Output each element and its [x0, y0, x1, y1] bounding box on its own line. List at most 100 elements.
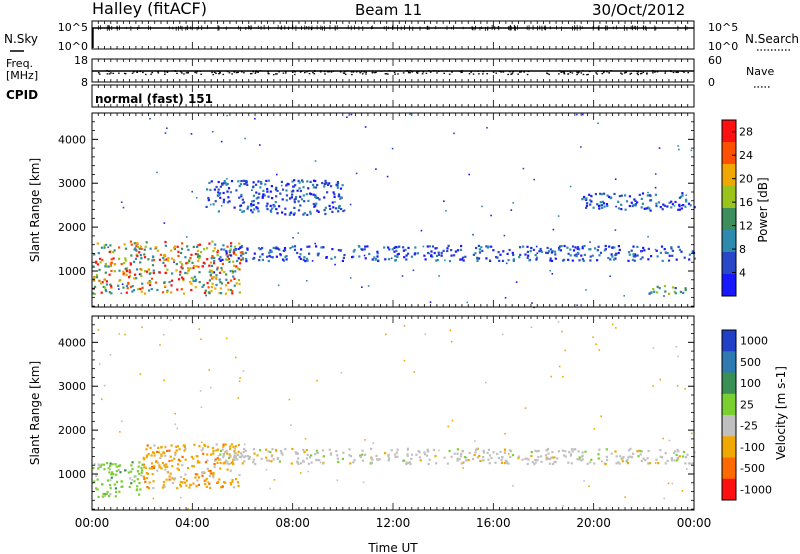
data-cell	[174, 412, 176, 415]
data-cell	[581, 451, 584, 454]
data-cell	[125, 291, 128, 294]
data-cell	[408, 461, 411, 464]
data-cell	[537, 449, 540, 452]
nave-point	[313, 73, 316, 75]
nave-point	[307, 70, 310, 72]
data-cell	[474, 451, 477, 454]
data-cell	[127, 282, 130, 285]
data-cell	[307, 199, 310, 202]
data-cell	[269, 250, 272, 253]
data-cell	[490, 214, 492, 217]
data-cell	[281, 453, 284, 456]
data-cell	[352, 255, 355, 258]
data-cell	[181, 263, 184, 266]
data-cell	[228, 250, 231, 253]
data-cell	[193, 275, 196, 278]
data-cell	[135, 245, 138, 248]
data-cell	[269, 487, 271, 490]
data-cell	[220, 248, 223, 251]
data-cell	[643, 207, 646, 210]
nave-point	[157, 72, 160, 74]
data-cell	[124, 257, 127, 260]
data-cell	[453, 254, 456, 257]
data-cell	[478, 251, 482, 254]
nave-point	[254, 72, 257, 74]
nave-point	[344, 73, 347, 76]
nave-point	[272, 73, 275, 76]
data-cell	[588, 193, 591, 196]
colorbar-frame	[721, 119, 737, 297]
data-cell	[208, 369, 210, 371]
data-cell	[213, 465, 216, 468]
data-cell	[161, 461, 164, 465]
data-cell	[336, 181, 339, 184]
data-cell	[262, 193, 265, 196]
data-cell	[210, 264, 213, 267]
data-cell	[200, 406, 203, 409]
data-cell	[480, 246, 483, 249]
data-cell	[534, 461, 537, 464]
data-cell	[627, 449, 631, 452]
data-cell	[94, 285, 97, 288]
data-cell	[206, 258, 209, 261]
data-cell	[291, 245, 294, 248]
data-cell	[205, 477, 208, 480]
data-cell	[107, 265, 110, 268]
data-cell	[647, 206, 650, 209]
data-cell	[337, 207, 340, 210]
data-cell	[140, 466, 143, 469]
data-cell	[238, 474, 241, 477]
data-cell	[115, 470, 118, 473]
data-cell	[272, 246, 275, 249]
nave-point	[558, 73, 560, 75]
data-cell	[424, 453, 427, 456]
data-cell	[442, 249, 445, 252]
data-cell	[693, 206, 696, 209]
data-cell	[223, 180, 226, 183]
data-cell	[460, 244, 463, 248]
data-cell	[297, 232, 300, 234]
data-cell	[151, 451, 155, 454]
data-cell	[101, 281, 104, 284]
nave-point	[241, 71, 243, 73]
nave-point	[257, 71, 259, 73]
nave-point	[374, 72, 376, 74]
data-cell	[290, 462, 293, 465]
data-cell	[169, 472, 172, 475]
data-cell	[550, 259, 554, 262]
data-cell	[349, 455, 353, 458]
data-cell	[95, 487, 98, 490]
data-cell	[273, 479, 276, 481]
data-cell	[145, 477, 149, 480]
data-cell	[685, 198, 688, 201]
data-cell	[148, 487, 151, 490]
data-cell	[197, 265, 200, 268]
data-cell	[438, 275, 440, 277]
data-cell	[530, 451, 533, 454]
data-cell	[476, 456, 479, 459]
data-cell	[113, 270, 116, 273]
data-cell	[449, 329, 452, 332]
data-cell	[504, 297, 507, 299]
cpid-text: normal (fast) 151	[95, 92, 213, 106]
data-cell	[270, 185, 273, 188]
data-cell	[294, 451, 297, 454]
data-cell	[194, 476, 197, 479]
data-cell	[334, 201, 336, 203]
data-cell	[212, 474, 215, 477]
data-cell	[645, 207, 648, 210]
data-cell	[324, 206, 327, 209]
nave-point	[323, 70, 326, 73]
data-cell	[187, 267, 190, 270]
data-cell	[569, 185, 572, 188]
data-cell	[297, 179, 300, 182]
data-cell	[655, 202, 658, 205]
data-cell	[176, 427, 178, 430]
data-cell	[548, 462, 552, 465]
data-cell	[393, 250, 396, 253]
data-cell	[501, 455, 504, 459]
data-cell	[690, 149, 693, 152]
data-cell	[409, 113, 411, 116]
data-cell	[539, 247, 542, 251]
